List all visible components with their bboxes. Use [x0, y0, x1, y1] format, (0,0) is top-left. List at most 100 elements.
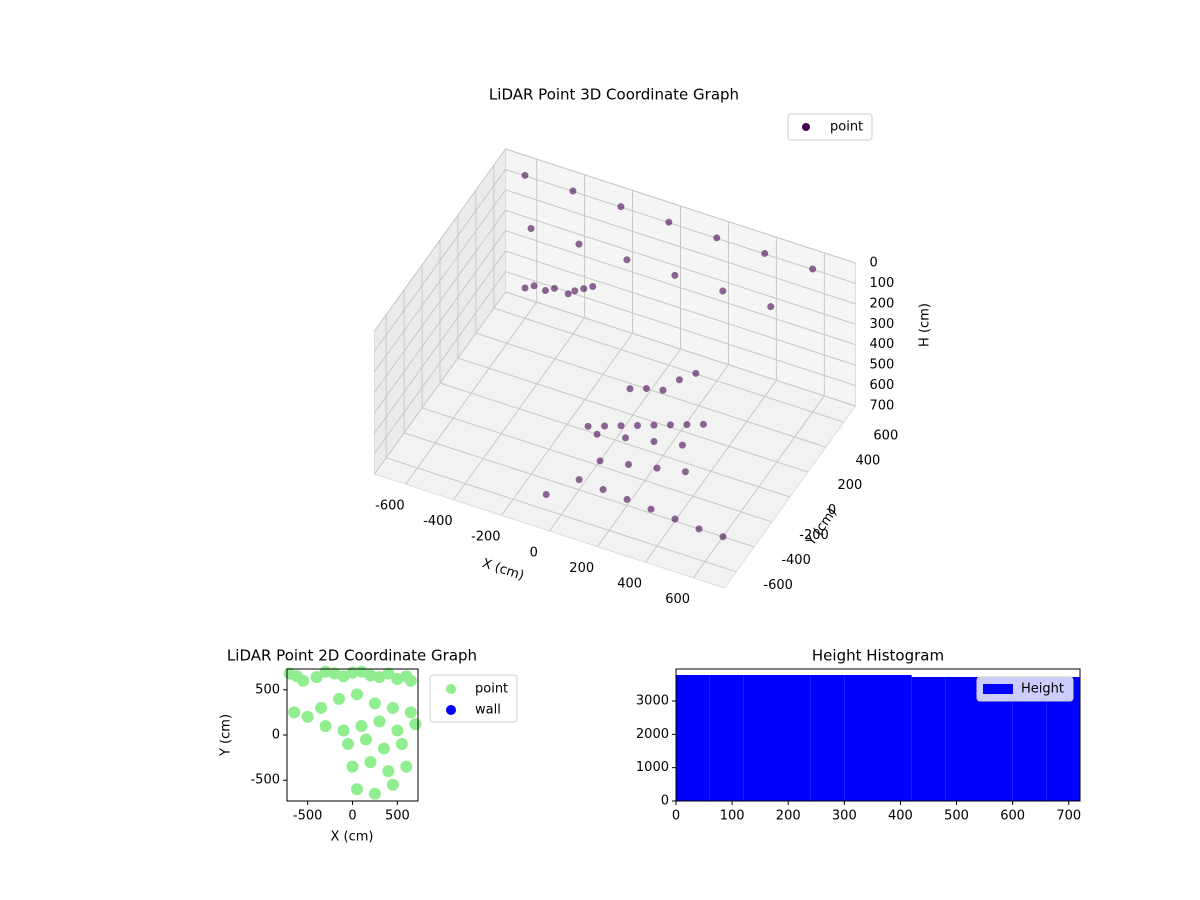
z-axis-label: H (cm): [918, 303, 933, 347]
point: [346, 760, 359, 773]
y-tick-label: 1000: [636, 760, 669, 775]
point: [593, 430, 601, 438]
x-tick-label: 100: [720, 809, 745, 824]
point: [647, 505, 655, 513]
x-tick-label: 200: [776, 809, 801, 824]
y-tick-label: 0: [272, 728, 280, 743]
legend-label: Height: [1021, 682, 1064, 697]
point: [373, 671, 386, 684]
x-tick-label: 500: [944, 809, 969, 824]
point: [527, 225, 535, 233]
point: [301, 710, 314, 723]
point: [404, 674, 417, 687]
grid-line: [457, 357, 809, 473]
point: [386, 778, 399, 791]
grid-line: [505, 250, 856, 366]
y-tick-label: -600: [763, 578, 793, 593]
point: [601, 422, 609, 430]
x-tick-label: 600: [665, 592, 690, 607]
point: [368, 787, 381, 800]
point: [695, 525, 703, 533]
z-tick-label: 200: [870, 296, 895, 311]
point: [719, 287, 727, 295]
point: [617, 203, 625, 211]
y-tick-label: -400: [781, 553, 811, 568]
y-tick-label: 500: [255, 682, 280, 697]
point: [671, 515, 679, 523]
point: [584, 422, 592, 430]
legend-marker: [802, 123, 810, 131]
legend-label: point: [475, 682, 508, 697]
point: [767, 303, 775, 311]
point: [626, 385, 634, 393]
z-tick-label: 700: [870, 399, 895, 414]
x-tick-label: -500: [293, 809, 323, 824]
grid-line: [374, 291, 506, 475]
x-tick-label: 200: [569, 561, 594, 576]
grid-line: [374, 230, 506, 414]
x-axis-label: X (cm): [331, 830, 374, 845]
point: [575, 240, 583, 248]
y-tick-label: -500: [250, 773, 280, 788]
grid-line: [386, 457, 737, 573]
legend-box: [787, 113, 873, 141]
legend-marker: [983, 684, 1013, 694]
point: [542, 491, 550, 499]
point: [319, 719, 332, 732]
grid-line: [374, 209, 506, 393]
point: [653, 464, 661, 472]
x-tick-label: -600: [375, 498, 405, 513]
point: [350, 783, 363, 796]
point: [719, 533, 727, 541]
grid-line: [374, 169, 506, 352]
point: [589, 282, 597, 290]
z-tick-label: 500: [870, 358, 895, 373]
bar: [676, 675, 710, 801]
point: [596, 457, 604, 465]
point: [364, 756, 377, 769]
point: [530, 282, 538, 290]
point: [315, 701, 328, 714]
x-tick-label: -400: [423, 514, 453, 529]
bar: [844, 675, 878, 801]
grid-line: [374, 148, 506, 332]
z-tick-label: 100: [870, 276, 895, 291]
point: [623, 495, 631, 503]
point: [678, 441, 686, 449]
x-tick-label: 500: [385, 809, 410, 824]
bar: [743, 675, 777, 801]
point: [400, 760, 413, 773]
point: [713, 234, 721, 242]
y-axis-label: Y (cm): [219, 714, 234, 757]
point: [550, 284, 558, 292]
y-tick-label: 2000: [636, 727, 669, 742]
chart-title: LiDAR Point 3D Coordinate Graph: [489, 86, 739, 104]
point: [382, 667, 395, 680]
point: [642, 384, 650, 392]
x-tick-label: 700: [1056, 809, 1081, 824]
point: [571, 287, 579, 295]
point: [683, 421, 691, 429]
point: [809, 265, 817, 273]
grid-line: [505, 209, 856, 325]
point: [541, 287, 549, 295]
y-tick-label: 200: [838, 478, 863, 493]
point: [625, 460, 633, 468]
point: [386, 701, 399, 714]
point: [404, 706, 417, 719]
y-tick-label: 0: [661, 794, 669, 809]
point: [692, 369, 700, 377]
point: [659, 386, 667, 394]
point: [409, 718, 422, 731]
grid-line: [374, 189, 506, 373]
grid-line: [439, 382, 791, 498]
point: [337, 670, 350, 683]
point: [665, 218, 673, 226]
point: [310, 671, 323, 684]
point: [599, 485, 607, 493]
point: [761, 249, 769, 257]
y-tick-label: -200: [799, 528, 829, 543]
y-tick-label: 600: [873, 428, 898, 443]
x-tick-label: 400: [617, 577, 642, 592]
